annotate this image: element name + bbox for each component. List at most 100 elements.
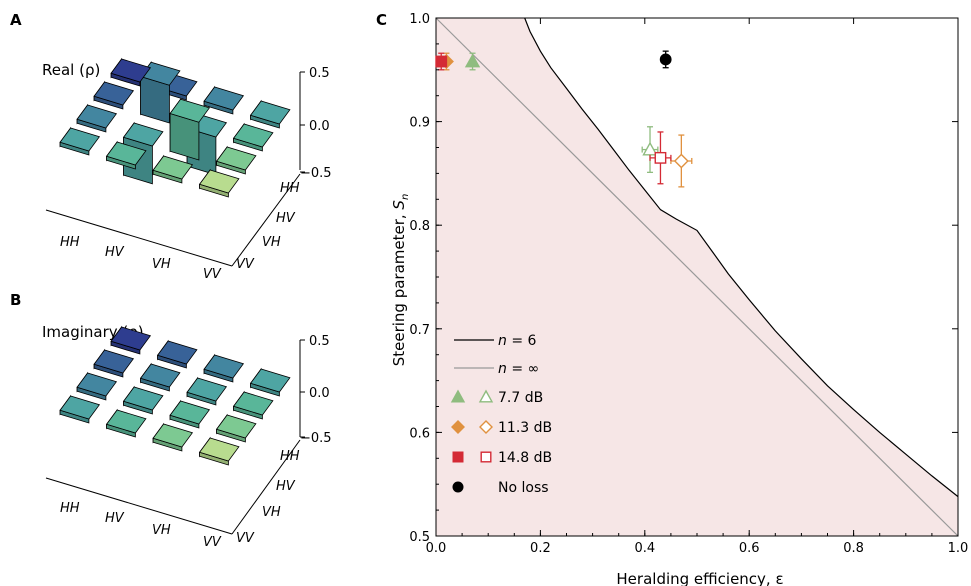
row-label-HH: HH [280, 181, 300, 196]
bar-top [122, 122, 164, 147]
x-tick-label: 0.0 [426, 541, 447, 556]
bar-VH-HH [76, 103, 118, 133]
bar-VV-VH [152, 154, 194, 184]
panel-c-ticks: 0.0 0.2 0.4 0.6 0.8 1.0 0.5 0.6 0.7 0.8 0.9 1.0 [409, 12, 968, 556]
legend-marker-filled [450, 389, 466, 403]
data-point-square-open [654, 151, 667, 164]
row-label-VV: VV [236, 257, 255, 272]
bar-VV-VV [198, 168, 240, 198]
data-point-diamond-open [673, 153, 689, 169]
panel-a-ztick-top: 0.5 [309, 66, 330, 81]
x-axis-title: Heralding efficiency, ε [616, 570, 783, 586]
bar-HV-VH [186, 376, 228, 406]
data-point-circle-filled [659, 53, 672, 66]
col-label-HV: HV [105, 245, 125, 260]
panel-a-ztick-mid: 0.0 [309, 119, 330, 134]
legend-label-series: 11.3 dB [498, 420, 552, 436]
bar-top [232, 391, 274, 416]
y-tick-label: 0.9 [409, 116, 430, 131]
legend-marker-open [478, 389, 494, 403]
bar-HV-VV [232, 390, 274, 420]
bar-top [249, 368, 291, 393]
bar-HH-VV [249, 367, 291, 397]
bar-top [198, 169, 240, 194]
bar-top [110, 58, 152, 83]
bar-VH-HH [76, 371, 118, 401]
panel-b-bars [59, 325, 291, 466]
panel-b-z-axis: 0.5 0.0 −0.5 [299, 334, 332, 446]
bar-top [105, 141, 147, 166]
y-tick-label: 0.6 [409, 426, 430, 441]
legend-label-n-6: n = 6 [498, 333, 537, 349]
panel-a-letter: A [10, 11, 22, 29]
row-label-VH: VH [262, 505, 281, 520]
bar-HH-HH [110, 325, 152, 355]
col-label-VV: VV [203, 267, 222, 282]
x-tick-label: 0.2 [530, 541, 551, 556]
bar-top [152, 155, 194, 180]
x-tick-label: 0.8 [843, 541, 864, 556]
bar-VV-VH [152, 422, 194, 452]
col-label-VV: VV [203, 535, 222, 550]
row-label-VV: VV [236, 531, 255, 546]
bar-top [198, 437, 240, 462]
legend-label-series: 14.8 dB [498, 450, 552, 466]
series-no-loss [659, 50, 672, 69]
bar-VH-VV [215, 145, 257, 175]
panel-b-basis-labels: HH HV VH VV HH HV VH VV [60, 449, 300, 550]
bar-HH-HV [156, 339, 198, 369]
bar-HH-VV [249, 99, 291, 129]
bar-VV-HV [105, 140, 147, 170]
bar-top [152, 423, 194, 448]
bar-top [169, 400, 211, 425]
bar-top [249, 100, 291, 125]
data-point-triangle-filled [464, 53, 481, 68]
legend-label-series: No loss [498, 480, 549, 496]
legend-marker-filled [452, 451, 464, 463]
row-label-HV: HV [276, 211, 296, 226]
row-label-HV: HV [276, 479, 296, 494]
col-label-HH: HH [60, 235, 80, 250]
curve-n-6 [524, 17, 959, 498]
y-tick-label: 1.0 [409, 12, 430, 27]
panel-b-ztick-bottom: −0.5 [300, 431, 332, 446]
y-axis-title: Steering parameter, Sn [390, 194, 411, 367]
panel-a-title: Real (ρ) [42, 61, 100, 79]
bar-top [76, 372, 118, 397]
panel-b-letter: B [10, 291, 21, 309]
col-label-VH: VH [152, 257, 171, 272]
legend-label-n-infinity: n = ∞ [498, 361, 539, 377]
bar-top [169, 98, 211, 123]
bar-top [186, 377, 228, 402]
y-tick-label: 0.8 [409, 219, 430, 234]
bar-top [215, 146, 257, 171]
legend-marker-open [480, 451, 492, 463]
y-tick-label: 0.7 [409, 323, 430, 338]
col-label-VH: VH [152, 523, 171, 538]
bar-top [156, 340, 198, 365]
bar-top [232, 123, 274, 148]
panel-c-legend: n = 6 n = ∞ 7.7 dB 11.3 dB 14.8 dB No loss [450, 333, 552, 496]
panel-b-ztick-mid: 0.0 [309, 386, 330, 401]
bar-VH-VV [215, 413, 257, 443]
bar-VH-HV [122, 385, 164, 415]
bar-top [105, 409, 147, 434]
bar-VH-VH [169, 399, 211, 429]
bar-top [59, 127, 101, 152]
bar-HH-HH [110, 57, 152, 87]
bar-VV-VV [198, 436, 240, 466]
bar-VV-HH [59, 394, 101, 424]
legend-marker-open [479, 420, 493, 434]
row-label-VH: VH [262, 235, 281, 250]
series-7-7-db [464, 52, 659, 174]
bar-VV-HV [105, 408, 147, 438]
y-tick-label: 0.5 [409, 530, 430, 545]
x-tick-label: 0.6 [739, 541, 760, 556]
data-point-triangle-open [642, 141, 658, 156]
x-tick-label: 0.4 [634, 541, 655, 556]
bar-HH-VH [203, 353, 245, 383]
bar-VH-VH [169, 97, 211, 161]
bar-HV-HV [139, 362, 181, 392]
panel-a-z-axis: 0.5 0.0 −0.5 [299, 66, 332, 181]
legend-label-series: 7.7 dB [498, 390, 543, 406]
